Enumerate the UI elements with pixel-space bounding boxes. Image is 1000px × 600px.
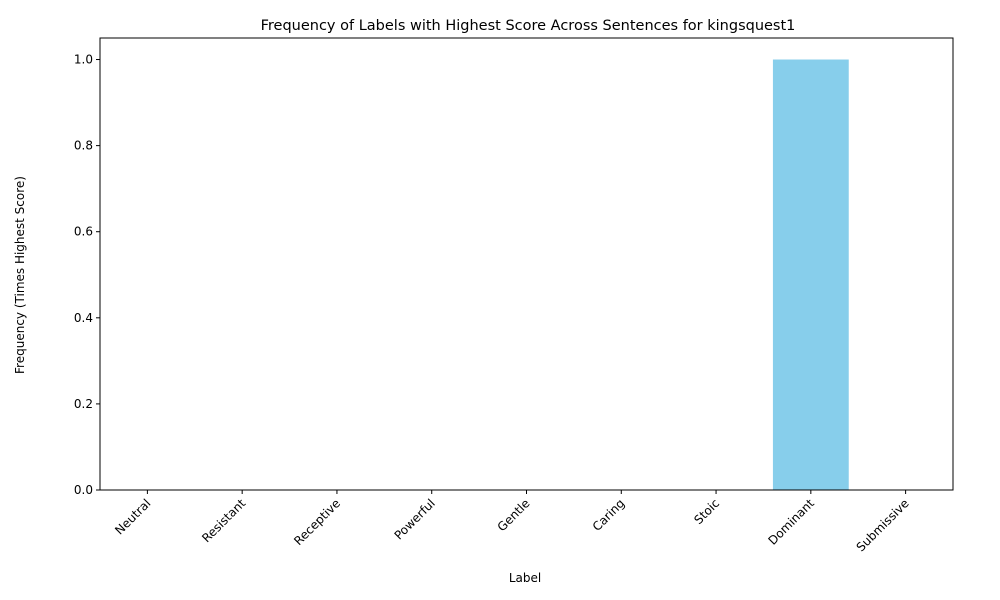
y-tick-label: 0.2 xyxy=(74,397,93,411)
x-tick-label-resistant: Resistant xyxy=(199,496,248,545)
x-tick-label-caring: Caring xyxy=(590,496,628,534)
chart-title: Frequency of Labels with Highest Score A… xyxy=(261,18,796,34)
x-tick-label-stoic: Stoic xyxy=(691,496,722,527)
x-tick-label-receptive: Receptive xyxy=(291,496,343,548)
x-tick-label-dominant: Dominant xyxy=(765,496,817,548)
y-tick-label: 0.8 xyxy=(74,139,93,153)
y-tick-label: 0.4 xyxy=(74,311,93,325)
y-tick-label: 1.0 xyxy=(74,53,93,67)
x-tick-label-neutral: Neutral xyxy=(112,496,153,537)
y-tick-label: 0.0 xyxy=(74,483,93,497)
y-tick-label: 0.6 xyxy=(74,225,93,239)
y-axis-label: Frequency (Times Highest Score) xyxy=(13,176,27,374)
bar-dominant xyxy=(772,59,849,491)
x-axis-label: Label xyxy=(509,571,541,585)
plot-area: 0.0 0.2 0.4 0.6 0.8 1.0 Neutral Resistant Recept… xyxy=(74,37,954,554)
x-tick-label-powerful: Powerful xyxy=(392,496,438,542)
x-tick-label-submissive: Submissive xyxy=(854,496,912,554)
x-tick-label-gentle: Gentle xyxy=(495,496,533,534)
